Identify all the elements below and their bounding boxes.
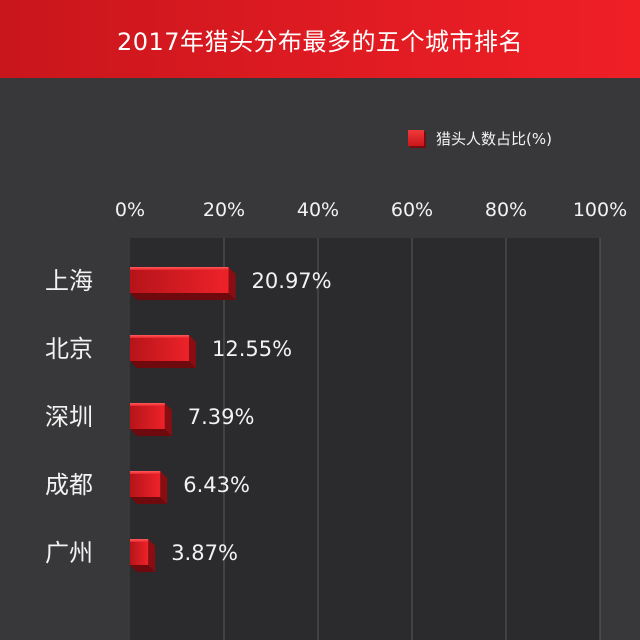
bar-front bbox=[130, 403, 165, 429]
bar-highlight bbox=[130, 267, 229, 270]
category-label: 上海 bbox=[45, 267, 93, 295]
x-tick-label: 100% bbox=[573, 199, 627, 221]
bar-highlight bbox=[130, 335, 189, 338]
x-tick-label: 60% bbox=[391, 199, 433, 221]
x-tick-label: 40% bbox=[297, 199, 339, 221]
value-label: 7.39% bbox=[188, 405, 255, 429]
bar-bottom bbox=[130, 293, 236, 300]
x-tick-label: 80% bbox=[485, 199, 527, 221]
bar-bottom bbox=[130, 361, 196, 368]
plot-area bbox=[130, 238, 600, 640]
bar-highlight bbox=[130, 471, 161, 474]
value-label: 3.87% bbox=[171, 541, 238, 565]
bar-side bbox=[160, 471, 168, 504]
bar bbox=[130, 267, 236, 300]
bar-side bbox=[148, 539, 156, 572]
bar-highlight bbox=[130, 539, 149, 542]
value-label: 20.97% bbox=[252, 269, 332, 293]
bar bbox=[130, 403, 172, 436]
category-label: 深圳 bbox=[45, 403, 93, 431]
bar-front bbox=[130, 539, 149, 565]
bar-front bbox=[130, 335, 189, 361]
x-tick-label: 0% bbox=[115, 199, 145, 221]
legend-label: 猎头人数占比(%) bbox=[436, 129, 552, 148]
category-label: 广州 bbox=[45, 539, 93, 567]
chart-title: 2017年猎头分布最多的五个城市排名 bbox=[116, 27, 524, 56]
bar-side bbox=[228, 267, 236, 300]
bar-side bbox=[164, 403, 172, 436]
x-tick-label: 20% bbox=[203, 199, 245, 221]
bar-front bbox=[130, 267, 229, 293]
bar-front bbox=[130, 471, 161, 497]
legend-swatch bbox=[408, 130, 424, 146]
bar-side bbox=[188, 335, 196, 368]
category-label: 成都 bbox=[45, 471, 93, 499]
category-label: 北京 bbox=[45, 335, 93, 363]
bar-bottom bbox=[130, 565, 156, 572]
bar bbox=[130, 471, 168, 504]
bar bbox=[130, 539, 156, 572]
chart-header: 2017年猎头分布最多的五个城市排名 bbox=[0, 0, 640, 78]
legend: 猎头人数占比(%) bbox=[408, 128, 552, 148]
bar bbox=[130, 335, 196, 368]
value-label: 12.55% bbox=[212, 337, 292, 361]
bar-highlight bbox=[130, 403, 165, 406]
value-label: 6.43% bbox=[183, 473, 250, 497]
bar-bottom bbox=[130, 429, 172, 436]
bar-bottom bbox=[130, 497, 168, 504]
